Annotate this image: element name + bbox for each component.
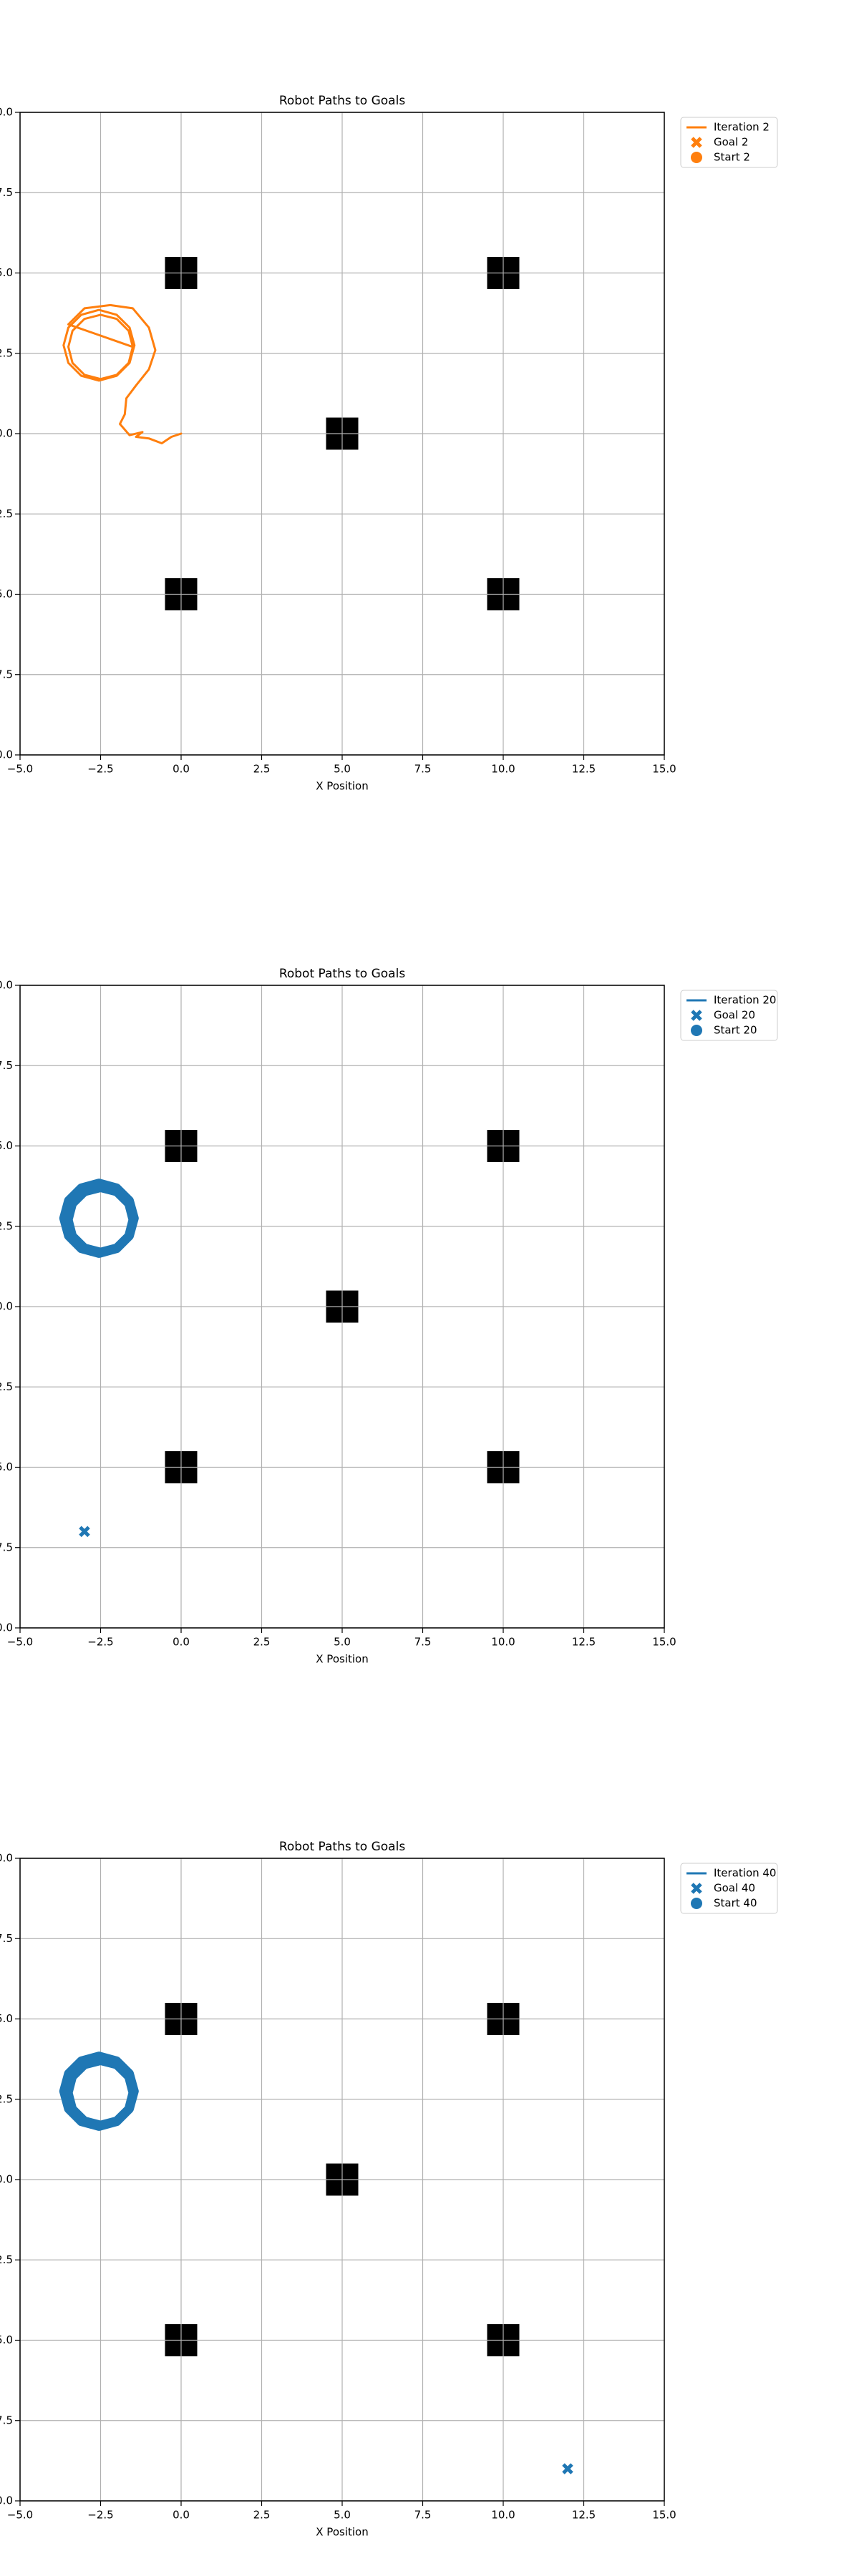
chart-title: Robot Paths to Goals: [279, 94, 406, 108]
y-tick-label: −7.5: [0, 2414, 13, 2426]
axes-frame: [19, 985, 665, 1629]
legend-start-marker: [691, 152, 702, 163]
x-tick-label: −2.5: [87, 763, 113, 776]
goal-marker: [79, 1526, 90, 1538]
legend-label: Goal 20: [714, 1009, 755, 1022]
x-tick-label: 15.0: [652, 1636, 676, 1649]
x-tick-label: 0.0: [173, 763, 190, 776]
legend-label: Goal 2: [714, 136, 748, 149]
y-tick-label: 5.0: [0, 1139, 13, 1152]
x-tick-label: 7.5: [414, 2509, 432, 2522]
goal-marker: [562, 2463, 573, 2474]
x-tick-label: 10.0: [491, 1636, 515, 1649]
robot-path: [59, 2051, 139, 2131]
y-tick-label: 5.0: [0, 2012, 13, 2025]
y-tick-label: 7.5: [0, 1059, 13, 1072]
legend-start-marker: [691, 1025, 702, 1036]
y-tick-label: 2.5: [0, 1219, 13, 1232]
x-tick-label: 7.5: [414, 1636, 432, 1649]
legend-label: Iteration 20: [714, 994, 776, 1007]
x-tick-label: 5.0: [334, 763, 351, 776]
y-tick-label: 0.0: [0, 427, 13, 440]
x-tick-label: 5.0: [334, 2509, 351, 2522]
y-tick-label: 10.0: [0, 106, 13, 119]
y-tick-label: −2.5: [0, 1380, 13, 1393]
y-tick-label: 7.5: [0, 1932, 13, 1945]
y-tick-label: 2.5: [0, 346, 13, 359]
y-tick-label: −5.0: [0, 587, 13, 600]
chart-title: Robot Paths to Goals: [279, 967, 406, 981]
x-tick-label: 12.5: [572, 1636, 596, 1649]
robot-path: [62, 303, 183, 444]
chart: −5.0 −2.5 0.0 2.5 5.0 7.5 10.0 12.5 15.0 −10.0 −7.…: [0, 967, 778, 1666]
chart: −5.0 −2.5 0.0 2.5 5.0 7.5 10.0 12.5 15.0 −10.0 −7.…: [0, 94, 778, 793]
y-tick-label: 0.0: [0, 2173, 13, 2186]
x-tick-label: 2.5: [253, 1636, 271, 1649]
y-tick-label: −7.5: [0, 668, 13, 680]
legend-goal-marker: [691, 1010, 702, 1021]
x-tick-label: 15.0: [652, 2509, 676, 2522]
legend-box: [680, 117, 778, 168]
x-tick-label: 12.5: [572, 763, 596, 776]
x-axis-label: X Position: [316, 780, 368, 793]
y-tick-label: −10.0: [0, 748, 13, 761]
x-tick-label: 0.0: [173, 1636, 190, 1649]
y-tick-label: 10.0: [0, 979, 13, 992]
x-tick-label: 0.0: [173, 2509, 190, 2522]
legend-label: Iteration 2: [714, 121, 770, 134]
legend-label: Start 40: [714, 1897, 757, 1910]
x-axis-label: X Position: [316, 1653, 368, 1666]
x-tick-label: −5.0: [7, 2509, 33, 2522]
legend-start-marker: [691, 1898, 702, 1909]
x-tick-label: 2.5: [253, 763, 271, 776]
y-tick-label: 5.0: [0, 266, 13, 279]
x-tick-label: −5.0: [7, 1636, 33, 1649]
x-tick-label: 2.5: [253, 2509, 271, 2522]
x-tick-label: −5.0: [7, 763, 33, 776]
y-tick-label: −10.0: [0, 2494, 13, 2507]
y-tick-label: −2.5: [0, 507, 13, 520]
y-tick-label: −7.5: [0, 1541, 13, 1553]
axes-frame: [19, 112, 665, 756]
y-tick-label: −5.0: [0, 1460, 13, 1473]
legend-goal-marker: [691, 137, 702, 148]
x-tick-label: −2.5: [87, 2509, 113, 2522]
chart-title: Robot Paths to Goals: [279, 1840, 406, 1854]
x-tick-label: 15.0: [652, 763, 676, 776]
y-tick-label: 2.5: [0, 2092, 13, 2105]
x-tick-label: 7.5: [414, 763, 432, 776]
chart: −5.0 −2.5 0.0 2.5 5.0 7.5 10.0 12.5 15.0 −10.0 −7.…: [0, 1840, 778, 2539]
y-tick-label: −5.0: [0, 2333, 13, 2346]
x-tick-label: 5.0: [334, 1636, 351, 1649]
legend-label: Goal 40: [714, 1882, 755, 1895]
x-tick-label: 10.0: [491, 2509, 515, 2522]
y-tick-label: 10.0: [0, 1852, 13, 1865]
x-axis-label: X Position: [316, 2526, 368, 2539]
y-tick-label: 7.5: [0, 186, 13, 199]
legend-box: [680, 1863, 778, 1914]
robot-path: [59, 1179, 139, 1258]
legend-label: Start 20: [714, 1024, 757, 1037]
x-tick-label: 12.5: [572, 2509, 596, 2522]
legend-goal-marker: [691, 1883, 702, 1894]
y-tick-label: −2.5: [0, 2253, 13, 2266]
x-tick-label: 10.0: [491, 763, 515, 776]
y-tick-label: 0.0: [0, 1300, 13, 1313]
legend-label: Start 2: [714, 151, 750, 164]
x-tick-label: −2.5: [87, 1636, 113, 1649]
axes-frame: [19, 1858, 665, 2502]
legend-label: Iteration 40: [714, 1867, 776, 1880]
y-tick-label: −10.0: [0, 1621, 13, 1634]
legend-box: [680, 990, 778, 1041]
